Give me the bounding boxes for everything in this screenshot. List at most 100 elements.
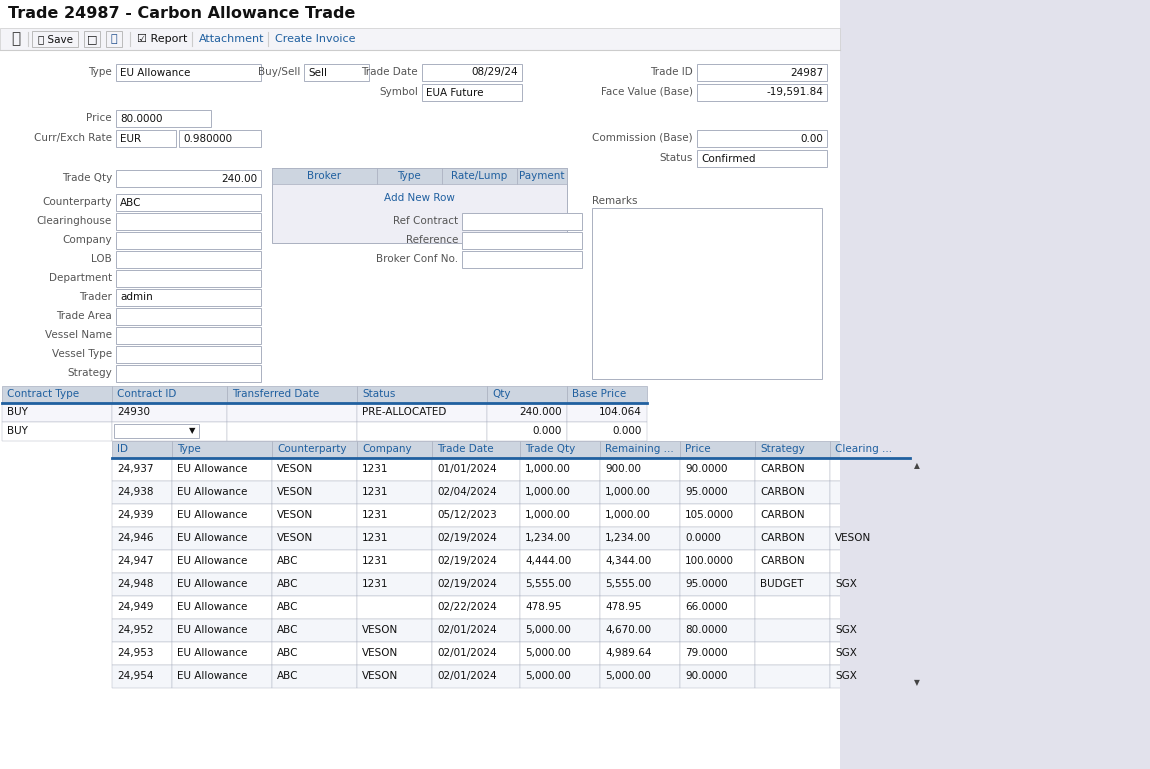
Text: 24,947: 24,947 (117, 556, 153, 566)
Text: 02/01/2024: 02/01/2024 (437, 671, 497, 681)
Bar (356, 422, 486, 441)
Text: CARBON: CARBON (760, 464, 805, 474)
Bar (112, 458, 172, 481)
Text: Payment: Payment (520, 171, 565, 181)
Bar (112, 665, 172, 688)
Text: 240.000: 240.000 (520, 407, 562, 417)
Bar (486, 386, 567, 403)
Text: VESON: VESON (277, 487, 313, 497)
Text: 24,952: 24,952 (117, 625, 153, 635)
Bar (172, 550, 273, 573)
Text: Company: Company (62, 235, 112, 245)
Text: 24,939: 24,939 (117, 510, 153, 520)
Text: PRE-ALLOCATED: PRE-ALLOCATED (362, 407, 446, 417)
Text: Status: Status (362, 389, 396, 399)
Bar (697, 84, 827, 101)
Bar (2, 422, 112, 441)
Text: 24,954: 24,954 (117, 671, 153, 681)
Bar (172, 619, 273, 642)
Bar (356, 527, 432, 550)
Bar (567, 422, 647, 441)
Bar (356, 481, 432, 504)
Bar (32, 31, 78, 47)
Text: 478.95: 478.95 (605, 602, 642, 612)
Text: 104.064: 104.064 (599, 407, 642, 417)
Text: 1231: 1231 (362, 579, 389, 589)
Text: 5,000.00: 5,000.00 (526, 625, 570, 635)
Text: Counterparty: Counterparty (43, 197, 112, 207)
Text: VESON: VESON (362, 648, 398, 658)
Bar (227, 403, 356, 422)
Bar (227, 386, 356, 403)
Bar (112, 481, 172, 504)
Text: Vessel Name: Vessel Name (45, 330, 112, 340)
Bar (432, 550, 520, 573)
Text: 79.0000: 79.0000 (685, 648, 728, 658)
Bar (462, 232, 582, 249)
Bar (273, 168, 567, 243)
Bar (112, 403, 227, 422)
Bar (520, 458, 600, 481)
Text: 02/19/2024: 02/19/2024 (437, 556, 497, 566)
Bar (830, 458, 910, 481)
Text: Remaining ...: Remaining ... (605, 444, 674, 454)
Bar (172, 504, 273, 527)
Text: 02/19/2024: 02/19/2024 (437, 533, 497, 543)
Text: Clearinghouse: Clearinghouse (37, 216, 112, 226)
Bar (273, 458, 356, 481)
Bar (486, 403, 567, 422)
Text: 5,000.00: 5,000.00 (605, 671, 651, 681)
Bar (112, 527, 172, 550)
Text: Trade Qty: Trade Qty (526, 444, 575, 454)
Bar (680, 573, 756, 596)
Bar (756, 527, 830, 550)
Text: Contract Type: Contract Type (7, 389, 79, 399)
Bar (600, 619, 680, 642)
Bar (273, 481, 356, 504)
Text: 1,000.00: 1,000.00 (526, 487, 570, 497)
Text: LOB: LOB (91, 254, 112, 264)
Bar (840, 0, 1150, 769)
Bar (520, 642, 600, 665)
Text: ▼: ▼ (189, 427, 196, 435)
Bar (600, 504, 680, 527)
Bar (830, 550, 910, 573)
Text: VESON: VESON (277, 510, 313, 520)
Bar (600, 441, 680, 458)
Text: 02/04/2024: 02/04/2024 (437, 487, 497, 497)
Text: ABC: ABC (277, 648, 299, 658)
Bar (273, 596, 356, 619)
Text: ABC: ABC (120, 198, 141, 208)
Bar (840, 441, 1150, 769)
Bar (830, 504, 910, 527)
Bar (116, 110, 210, 127)
Bar (520, 527, 600, 550)
Bar (304, 64, 369, 81)
Text: 0.980000: 0.980000 (183, 134, 232, 144)
Text: Trade Qty: Trade Qty (62, 173, 112, 183)
Bar (2, 386, 112, 403)
Text: Commission (Base): Commission (Base) (592, 133, 693, 143)
Text: VESON: VESON (277, 533, 313, 543)
Text: Ref Contract: Ref Contract (393, 216, 458, 226)
Bar (172, 527, 273, 550)
Text: Company: Company (362, 444, 412, 454)
Bar (600, 550, 680, 573)
Text: admin: admin (120, 292, 153, 302)
Bar (112, 619, 172, 642)
Bar (112, 441, 172, 458)
Bar (356, 386, 486, 403)
Bar (273, 573, 356, 596)
Text: 5,000.00: 5,000.00 (526, 671, 570, 681)
Text: 24,938: 24,938 (117, 487, 153, 497)
Text: 24987: 24987 (790, 68, 823, 78)
Text: Type: Type (397, 171, 421, 181)
Bar (356, 458, 432, 481)
Text: 95.0000: 95.0000 (685, 487, 728, 497)
Text: 01/01/2024: 01/01/2024 (437, 464, 497, 474)
Bar (356, 573, 432, 596)
Text: CARBON: CARBON (760, 510, 805, 520)
Text: 1231: 1231 (362, 556, 389, 566)
Text: 02/01/2024: 02/01/2024 (437, 648, 497, 658)
Bar (432, 441, 520, 458)
